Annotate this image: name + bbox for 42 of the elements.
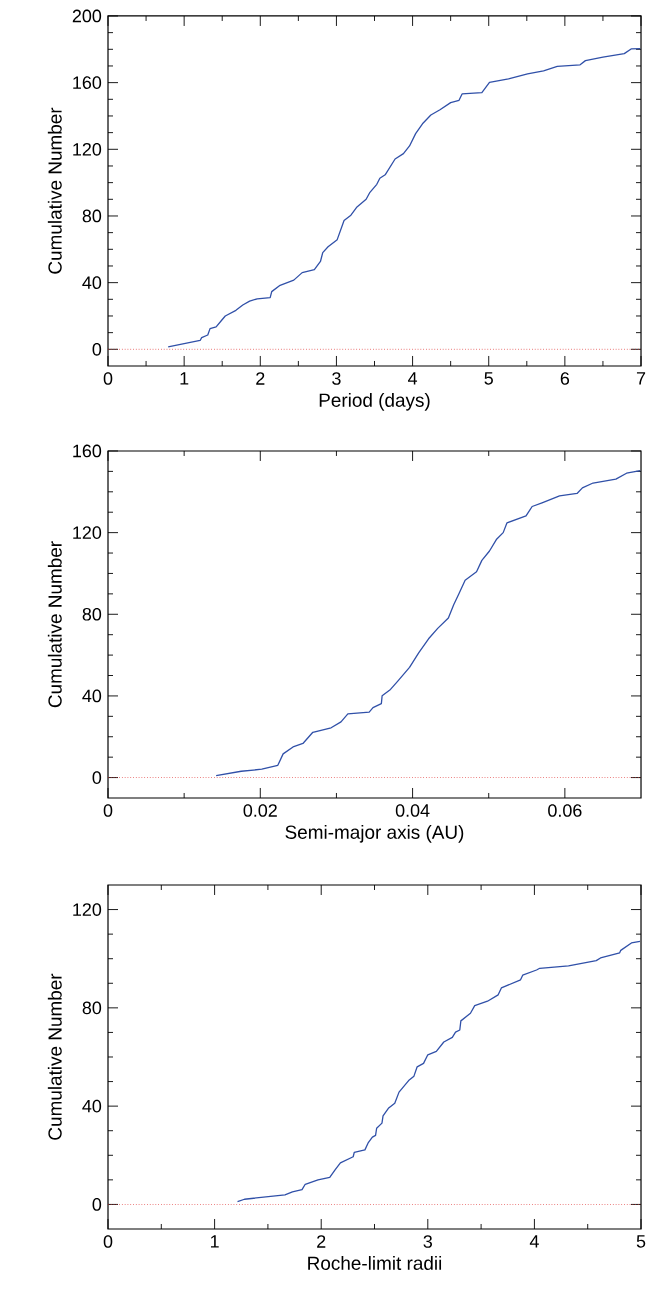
y-tick-label: 80: [82, 209, 102, 223]
x-axis-title: Semi-major axis (AU): [285, 825, 464, 843]
x-tick-label: 7: [636, 372, 646, 385]
y-tick-label: 40: [82, 276, 102, 289]
x-tick-label: 0.04: [395, 804, 430, 817]
y-tick-label: 120: [73, 526, 102, 539]
x-tick-label: 5: [636, 1235, 646, 1248]
y-axis-title: Cumulative Number: [47, 541, 62, 708]
y-tick-label: 120: [73, 903, 102, 916]
x-tick-label: 0.06: [548, 804, 582, 817]
x-tick-label: 0: [103, 804, 113, 817]
x-tick-label: 3: [423, 1235, 433, 1248]
x-tick-label: 2: [317, 1235, 326, 1248]
y-tick-label: 0: [92, 771, 102, 784]
y-axis-title: Cumulative Number: [47, 107, 62, 274]
y-tick-label: 160: [73, 76, 102, 89]
y-tick-label: 40: [82, 1099, 102, 1113]
x-tick-label: 4: [408, 372, 418, 385]
line-series: [215, 469, 641, 777]
y-tick-label: 120: [73, 142, 102, 156]
x-tick-label: 6: [560, 372, 570, 385]
x-tick-label: 2: [256, 372, 265, 385]
y-tick-label: 80: [82, 607, 102, 621]
x-tick-label: 5: [484, 372, 493, 385]
y-axis-title: Cumulative Number: [47, 973, 62, 1140]
y-tick-label: 200: [72, 9, 102, 23]
x-tick-label: 3: [332, 372, 341, 385]
x-axis-title: Period (days): [319, 393, 430, 411]
x-tick-label: 4: [529, 1235, 539, 1248]
x-axis-title: Roche-limit radii: [308, 1256, 442, 1270]
x-tick-label: 0.02: [243, 804, 277, 817]
y-tick-label: 0: [92, 342, 102, 356]
x-tick-label: 0: [103, 1235, 113, 1248]
y-tick-label: 80: [82, 1001, 102, 1015]
y-tick-label: 0: [92, 1198, 102, 1211]
y-tick-label: 40: [82, 689, 102, 703]
x-tick-label: 1: [210, 1235, 219, 1248]
x-tick-label: 1: [180, 372, 189, 385]
line-series: [167, 47, 641, 348]
line-series: [236, 940, 641, 1203]
y-tick-label: 160: [73, 444, 102, 458]
x-tick-label: 0: [103, 372, 113, 385]
